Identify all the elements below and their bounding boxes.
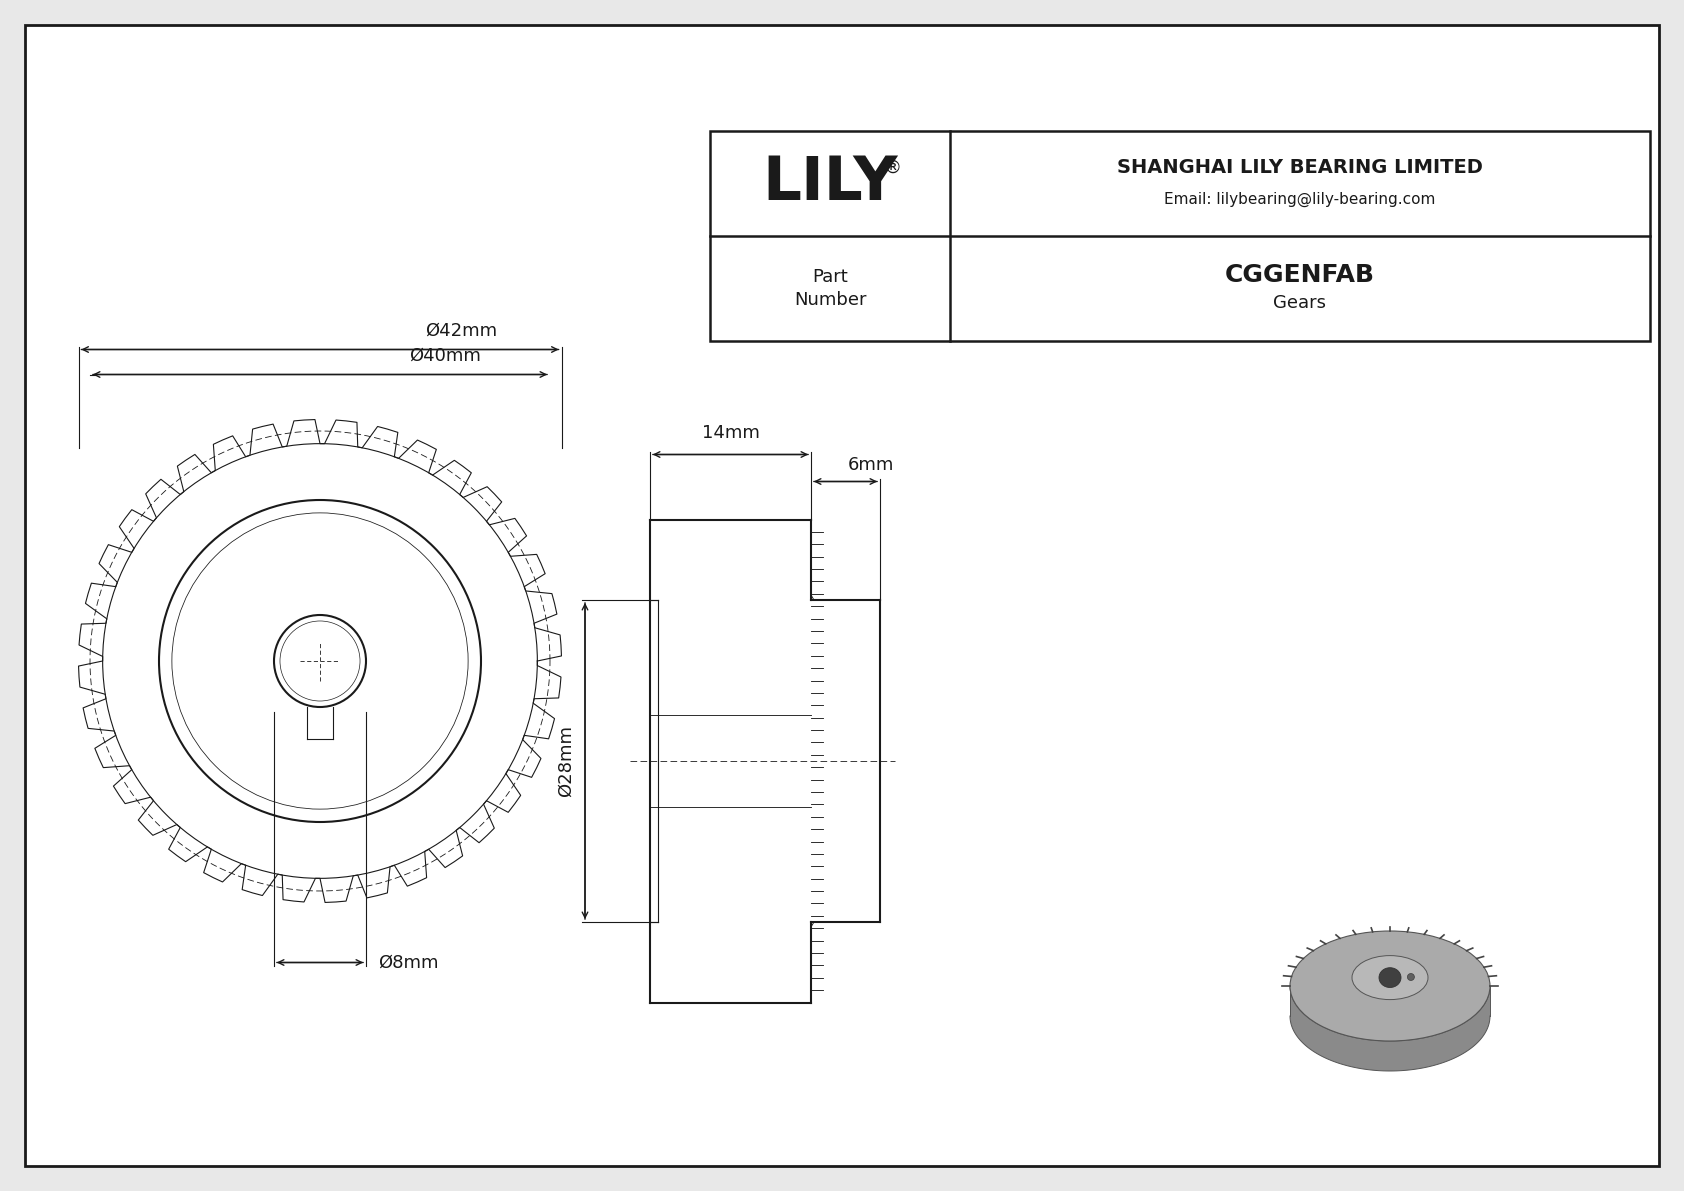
Ellipse shape: [1379, 968, 1401, 987]
Text: Ø42mm: Ø42mm: [424, 322, 497, 339]
Text: ®: ®: [882, 158, 901, 176]
Text: Ø28mm: Ø28mm: [557, 725, 574, 797]
Text: Ø8mm: Ø8mm: [377, 954, 438, 972]
Text: CGGENFAB: CGGENFAB: [1224, 262, 1376, 287]
Text: LILY: LILY: [763, 154, 898, 213]
Ellipse shape: [1290, 931, 1490, 1041]
Bar: [711, 131, 1650, 341]
Polygon shape: [1290, 986, 1490, 1071]
Text: Gears: Gears: [1273, 293, 1327, 312]
Text: Part
Number: Part Number: [793, 268, 866, 310]
Text: Email: lilybearing@lily-bearing.com: Email: lilybearing@lily-bearing.com: [1164, 192, 1436, 207]
Text: 14mm: 14mm: [702, 424, 759, 443]
Text: 6mm: 6mm: [847, 455, 894, 474]
Text: Ø40mm: Ø40mm: [409, 347, 482, 364]
Text: SHANGHAI LILY BEARING LIMITED: SHANGHAI LILY BEARING LIMITED: [1116, 158, 1484, 177]
Circle shape: [1408, 973, 1415, 980]
Ellipse shape: [1352, 955, 1428, 999]
Polygon shape: [1352, 977, 1428, 1039]
